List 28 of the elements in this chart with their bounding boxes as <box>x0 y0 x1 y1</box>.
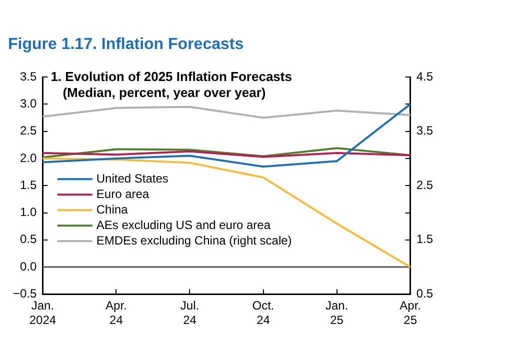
x-tick-label: Jul. 24 <box>180 298 200 328</box>
legend-label: Euro area <box>96 186 150 201</box>
y-tick-label: 1.0 <box>20 205 38 220</box>
chart-subtitle: 1. Evolution of 2025 Inflation Forecasts <box>50 69 292 84</box>
y2-tick-label: 2.5 <box>416 178 434 192</box>
y2-tick-label: 4.5 <box>416 69 434 84</box>
y2-tick-label: 0.5 <box>416 286 434 301</box>
legend-label: EMDEs excluding China (right scale) <box>96 233 292 248</box>
y-tick-label: 3.0 <box>20 96 38 110</box>
annotation: (Median, percent, year over year) <box>62 85 266 100</box>
y-tick-label: 3.5 <box>20 69 38 84</box>
y-tick-label: 1.5 <box>20 178 38 192</box>
chart-title: Figure 1.17. Inflation Forecasts <box>8 36 244 54</box>
legend-label: AEs excluding US and euro area <box>96 218 271 232</box>
y2-tick-label: 1.5 <box>416 232 434 246</box>
y-tick-label: −0.5 <box>12 286 37 301</box>
x-tick-label: Apr. 25 <box>400 298 421 328</box>
y-tick-label: 2.0 <box>20 150 38 165</box>
y-tick-label: 0.5 <box>20 232 38 246</box>
x-tick-label: Apr. 24 <box>106 298 127 328</box>
legend-label: China <box>96 202 128 216</box>
y-tick-label: 0.0 <box>20 259 38 274</box>
x-tick-label: Jan. 25 <box>325 298 348 328</box>
y-tick-label: 2.5 <box>20 124 38 138</box>
y2-tick-label: 3.5 <box>416 124 434 138</box>
x-tick-label: Oct. 24 <box>252 298 274 328</box>
x-tick-label: Jan. 2024 <box>29 298 56 328</box>
legend-label: United States <box>96 171 168 186</box>
